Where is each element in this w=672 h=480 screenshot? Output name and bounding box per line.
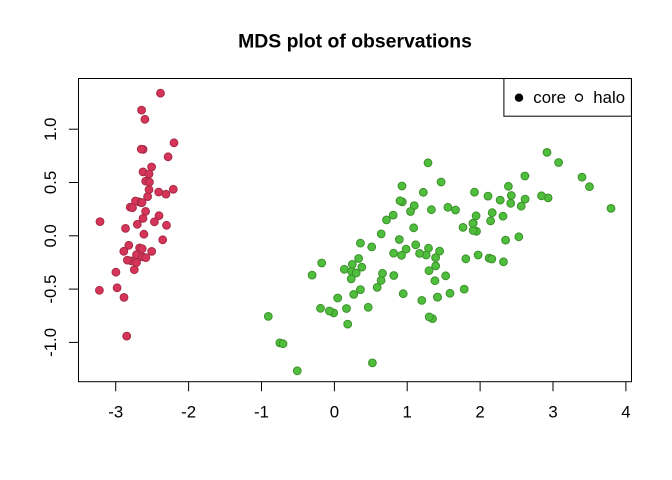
svg-text:4: 4	[621, 402, 630, 421]
svg-text:-1: -1	[254, 402, 269, 421]
svg-text:-1.0: -1.0	[41, 328, 60, 357]
svg-text:-0.5: -0.5	[41, 275, 60, 304]
svg-text:0.5: 0.5	[41, 171, 60, 194]
svg-text:halo: halo	[593, 88, 625, 107]
svg-text:-2: -2	[181, 402, 196, 421]
svg-text:core: core	[533, 88, 566, 107]
svg-text:3: 3	[548, 402, 557, 421]
svg-text:2: 2	[475, 402, 484, 421]
svg-text:0: 0	[330, 402, 339, 421]
svg-text:MDS plot of observations: MDS plot of observations	[238, 31, 472, 53]
svg-text:1.0: 1.0	[41, 118, 60, 141]
svg-text:0.0: 0.0	[41, 224, 60, 247]
svg-text:1: 1	[403, 402, 412, 421]
svg-text:-3: -3	[108, 402, 123, 421]
